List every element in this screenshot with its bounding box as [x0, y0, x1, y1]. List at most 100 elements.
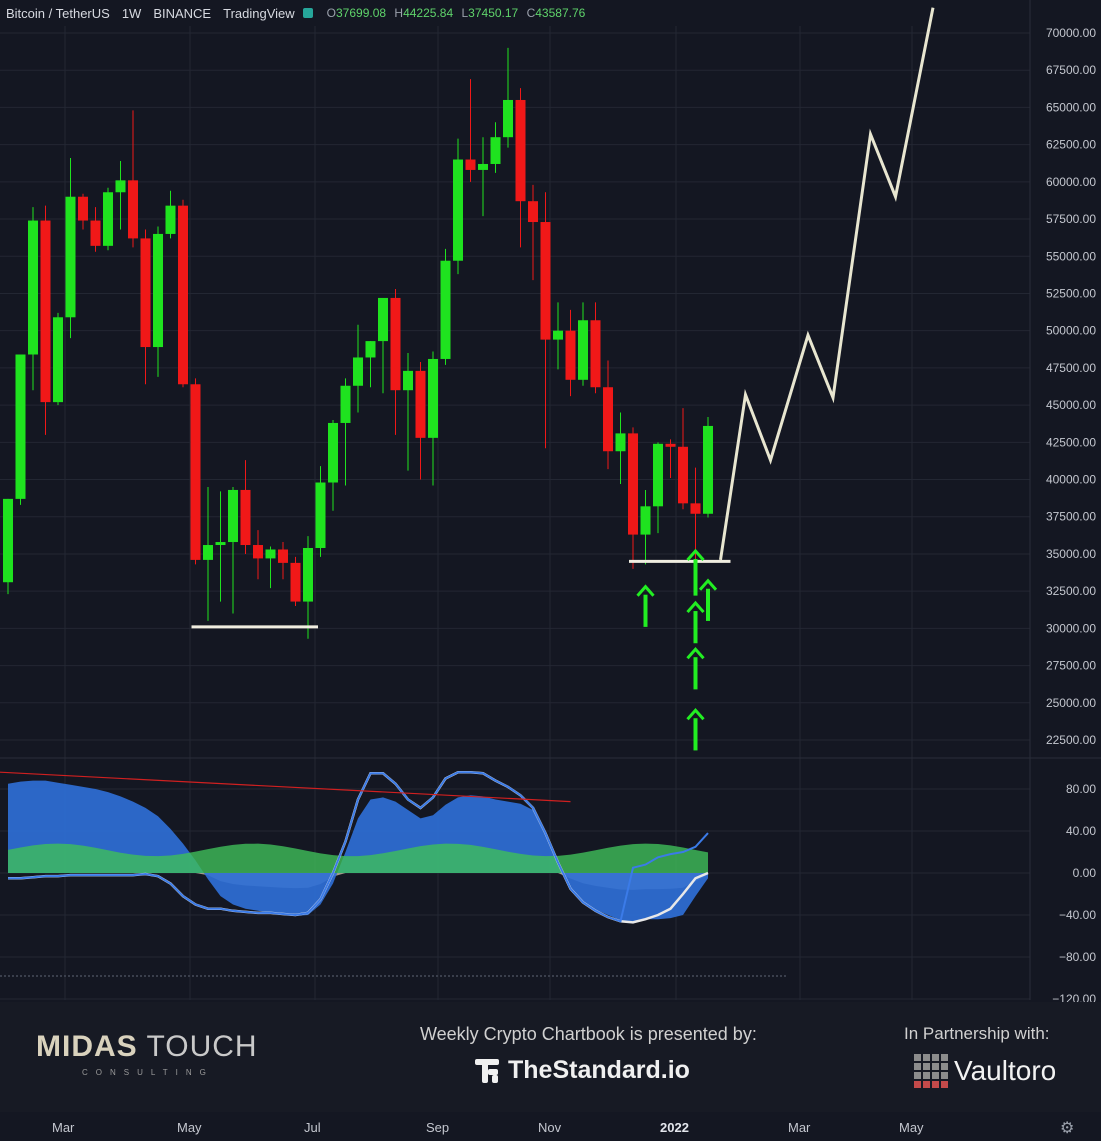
price-tick-label: 60000.00	[1046, 175, 1096, 189]
candle-body	[190, 384, 201, 560]
candle-body	[128, 180, 138, 239]
candle-body	[640, 506, 651, 535]
candle-body	[278, 549, 288, 563]
time-tick-label: Nov	[538, 1120, 562, 1135]
green-arrow-head	[686, 646, 705, 660]
symbol-title[interactable]: Bitcoin / TetherUS	[6, 5, 110, 21]
candle-body	[228, 489, 238, 543]
green-arrow-head	[698, 578, 718, 591]
candle-body	[440, 260, 451, 359]
vaultoro-logo: Vaultoro	[914, 1054, 1056, 1088]
price-tick-label: 52500.00	[1046, 286, 1096, 300]
price-tick-label: 62500.00	[1046, 138, 1096, 152]
candle-body	[140, 238, 151, 348]
price-tick-label: 22500.00	[1046, 733, 1096, 747]
time-axis[interactable]	[0, 1112, 1101, 1141]
candle-body	[28, 220, 38, 355]
candle-body	[503, 99, 513, 138]
candle-body	[615, 433, 626, 452]
candle-body	[678, 446, 688, 504]
price-tick-label: 50000.00	[1046, 324, 1096, 338]
oscillator-tick-label: −80.00	[1059, 950, 1096, 964]
candle-body	[240, 489, 251, 546]
candle-body	[290, 562, 301, 602]
price-tick-label: 37500.00	[1046, 510, 1096, 524]
time-tick-label: May	[899, 1120, 924, 1135]
exchange-label: BINANCE	[153, 5, 212, 21]
candle-body	[15, 354, 26, 499]
price-tick-label: 65000.00	[1046, 100, 1096, 114]
price-tick-label: 30000.00	[1046, 621, 1096, 635]
candle-body	[603, 387, 613, 452]
oscillator-tick-label: 80.00	[1066, 782, 1096, 796]
green-arrow-head	[686, 707, 705, 721]
candle-body	[565, 330, 576, 380]
thestandard-icon	[475, 1058, 499, 1083]
price-tick-label: 32500.00	[1046, 584, 1096, 598]
candle-body	[353, 357, 363, 386]
partnership-text: In Partnership with:	[904, 1024, 1050, 1043]
price-tick-label: 35000.00	[1046, 547, 1096, 561]
candle-body	[65, 196, 76, 318]
candle-body	[653, 443, 663, 507]
candle-body	[390, 297, 401, 391]
candle-body	[253, 545, 263, 559]
time-tick-label: Sep	[426, 1120, 450, 1135]
gear-icon[interactable]: ⚙	[1060, 1120, 1075, 1137]
candle-body	[215, 542, 226, 546]
time-tick-label: May	[177, 1120, 202, 1135]
time-tick-label: Mar	[788, 1120, 811, 1135]
candle-body	[178, 205, 188, 385]
candle-body	[165, 205, 176, 234]
candle-body	[478, 163, 488, 170]
price-tick-label: 25000.00	[1046, 696, 1096, 710]
candle-body	[365, 341, 376, 358]
candle-body	[315, 482, 326, 548]
oscillator-blue-line	[8, 771, 709, 923]
projection-path	[719, 7, 935, 561]
price-tick-label: 67500.00	[1046, 63, 1096, 77]
candle-body	[515, 99, 526, 202]
interval-label[interactable]: 1W	[121, 5, 142, 21]
oscillator-green-area	[8, 843, 708, 873]
candle-body	[153, 233, 163, 348]
oscillator-blue-area	[8, 780, 708, 922]
time-tick-label: Mar	[52, 1120, 75, 1135]
chart-header: Bitcoin / TetherUS 1W BINANCE TradingVie…	[0, 0, 585, 26]
price-tick-label: 47500.00	[1046, 361, 1096, 375]
high-value: 44225.84	[403, 6, 454, 20]
candle-body	[465, 159, 476, 170]
price-tick-label: 70000.00	[1046, 26, 1096, 40]
midas-touch-sub: CONSULTING	[82, 1068, 214, 1077]
open-value: 37699.08	[336, 6, 387, 20]
candle-body	[428, 358, 438, 438]
candle-body	[3, 498, 13, 583]
green-arrow-head	[686, 548, 705, 561]
candle-body	[590, 320, 601, 388]
price-tick-label: 45000.00	[1046, 398, 1096, 412]
price-tick-label: 40000.00	[1046, 473, 1096, 487]
platform-label: TradingView	[223, 5, 295, 21]
candle-body	[340, 385, 351, 423]
status-indicator-icon	[302, 8, 313, 18]
price-tick-label: 55000.00	[1046, 249, 1096, 263]
candle-body	[265, 549, 276, 559]
candle-body	[540, 222, 551, 340]
candle-body	[665, 443, 676, 447]
divergence-trendline	[0, 771, 571, 803]
candle-body	[703, 425, 713, 514]
vaultoro-icon	[914, 1054, 948, 1088]
candle-body	[203, 545, 213, 560]
oscillator-tick-label: 0.00	[1073, 866, 1097, 880]
candle-body	[328, 422, 338, 483]
low-value: 37450.17	[468, 6, 519, 20]
candle-body	[40, 220, 51, 403]
candle-body	[303, 547, 313, 602]
candle-body	[90, 220, 101, 246]
presented-by-text: Weekly Crypto Chartbook is presented by:	[420, 1024, 757, 1044]
candle-body	[453, 159, 463, 261]
candle-body	[690, 503, 701, 514]
candle-body	[103, 192, 113, 246]
candle-body	[528, 201, 538, 223]
